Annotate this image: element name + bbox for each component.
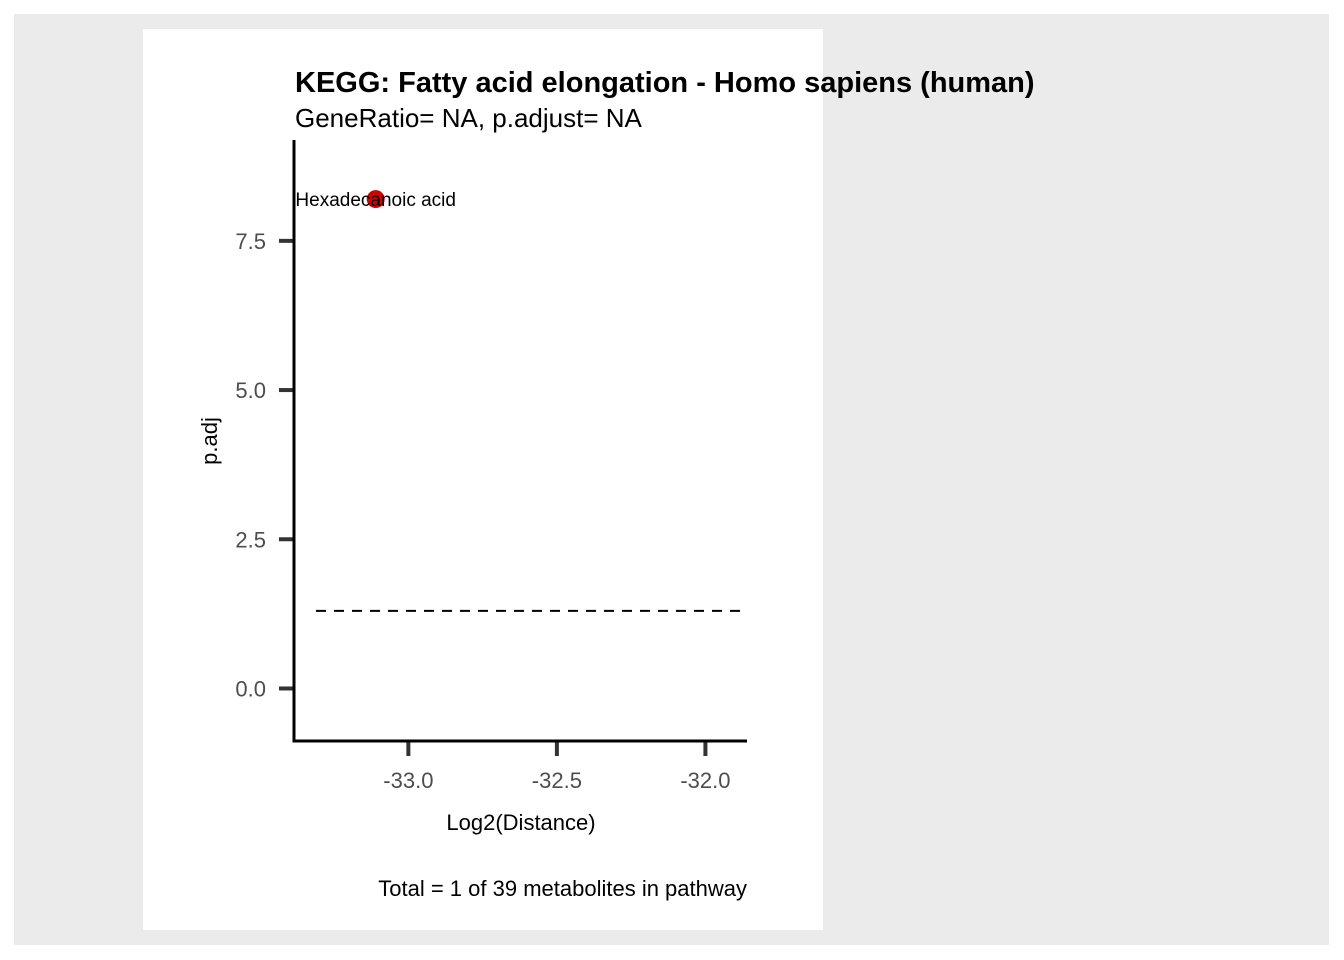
plot-panel	[143, 29, 823, 930]
data-point	[366, 190, 385, 209]
x-tick-label: -32.0	[680, 768, 730, 793]
x-tick-label: -33.0	[383, 768, 433, 793]
chart-subtitle: GeneRatio= NA, p.adjust= NA	[295, 103, 643, 133]
x-axis-ticks: -33.0 -32.5 -32.0	[383, 741, 730, 793]
y-tick-label: 0.0	[235, 676, 266, 701]
y-tick-label: 5.0	[235, 378, 266, 403]
x-axis-label: Log2(Distance)	[446, 810, 595, 835]
y-tick-label: 2.5	[235, 527, 266, 552]
x-tick-label: -32.5	[532, 768, 582, 793]
chart-caption: Total = 1 of 39 metabolites in pathway	[378, 876, 747, 901]
chart-title: KEGG: Fatty acid elongation - Homo sapie…	[295, 67, 1035, 99]
y-axis-ticks: 0.0 2.5 5.0 7.5	[235, 229, 294, 701]
y-axis-label: p.adj	[197, 417, 222, 465]
data-points: Hexadecanoic acid	[295, 190, 456, 211]
data-point-label: Hexadecanoic acid	[295, 190, 456, 211]
y-tick-label: 7.5	[235, 229, 266, 254]
